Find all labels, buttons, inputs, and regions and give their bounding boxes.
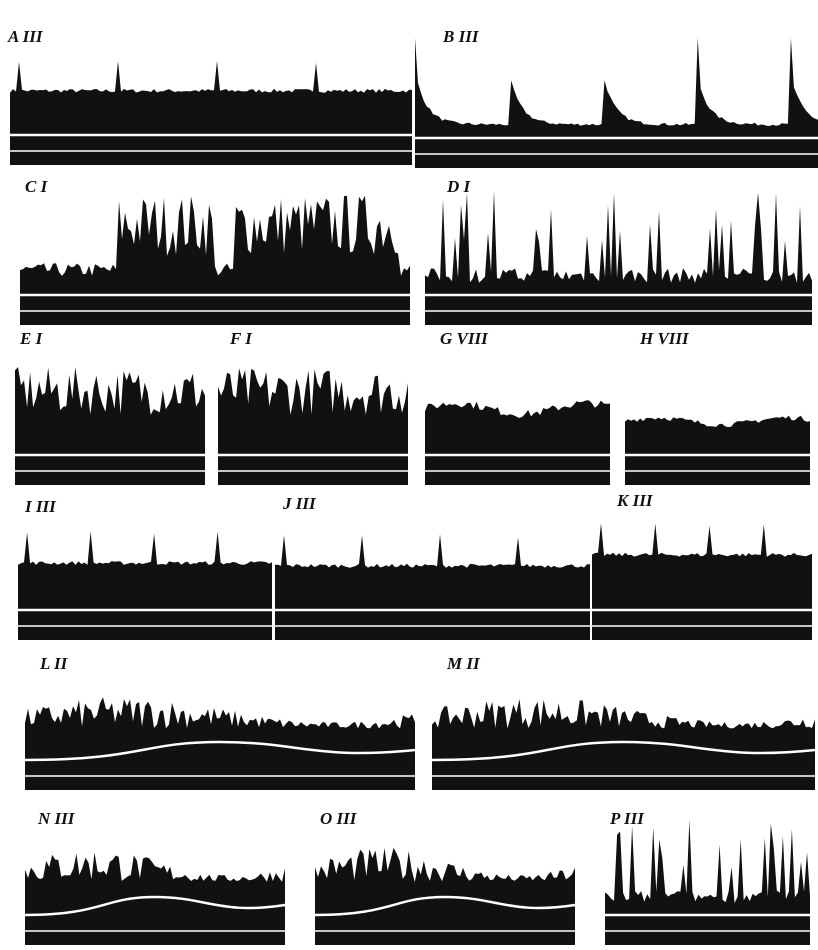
panel-label: G VIII [440, 329, 489, 348]
panel-label: F I [229, 329, 253, 348]
recording-trace [10, 60, 412, 166]
panel-label: O III [320, 809, 358, 828]
panel-label: J III [282, 494, 317, 513]
panel-label: H VIII [639, 329, 690, 348]
recording-trace [20, 195, 410, 325]
recording-trace [425, 191, 812, 325]
recording-trace [25, 852, 285, 945]
panel-label: K III [616, 491, 654, 510]
panel-label: C I [25, 177, 49, 196]
panel-label: B III [442, 27, 480, 46]
recording-trace [415, 38, 818, 168]
recording-trace [425, 400, 610, 485]
signal-line [431, 740, 816, 762]
panel-label: E I [19, 329, 44, 348]
panel-label: A III [7, 27, 44, 46]
panel-label: P III [609, 809, 645, 828]
recording-trace [18, 531, 272, 640]
signal-line [314, 895, 576, 917]
recording-trace [625, 415, 810, 485]
recording-trace [25, 697, 415, 790]
panel-label: L II [39, 654, 69, 673]
recording-trace [432, 699, 815, 790]
signal-line [24, 740, 416, 762]
panel-label: N III [37, 809, 76, 828]
panel-label: M II [446, 654, 481, 673]
signal-line [24, 895, 286, 917]
recording-trace [275, 534, 590, 640]
panel-label: D I [446, 177, 472, 196]
panel-label: I III [24, 497, 57, 516]
